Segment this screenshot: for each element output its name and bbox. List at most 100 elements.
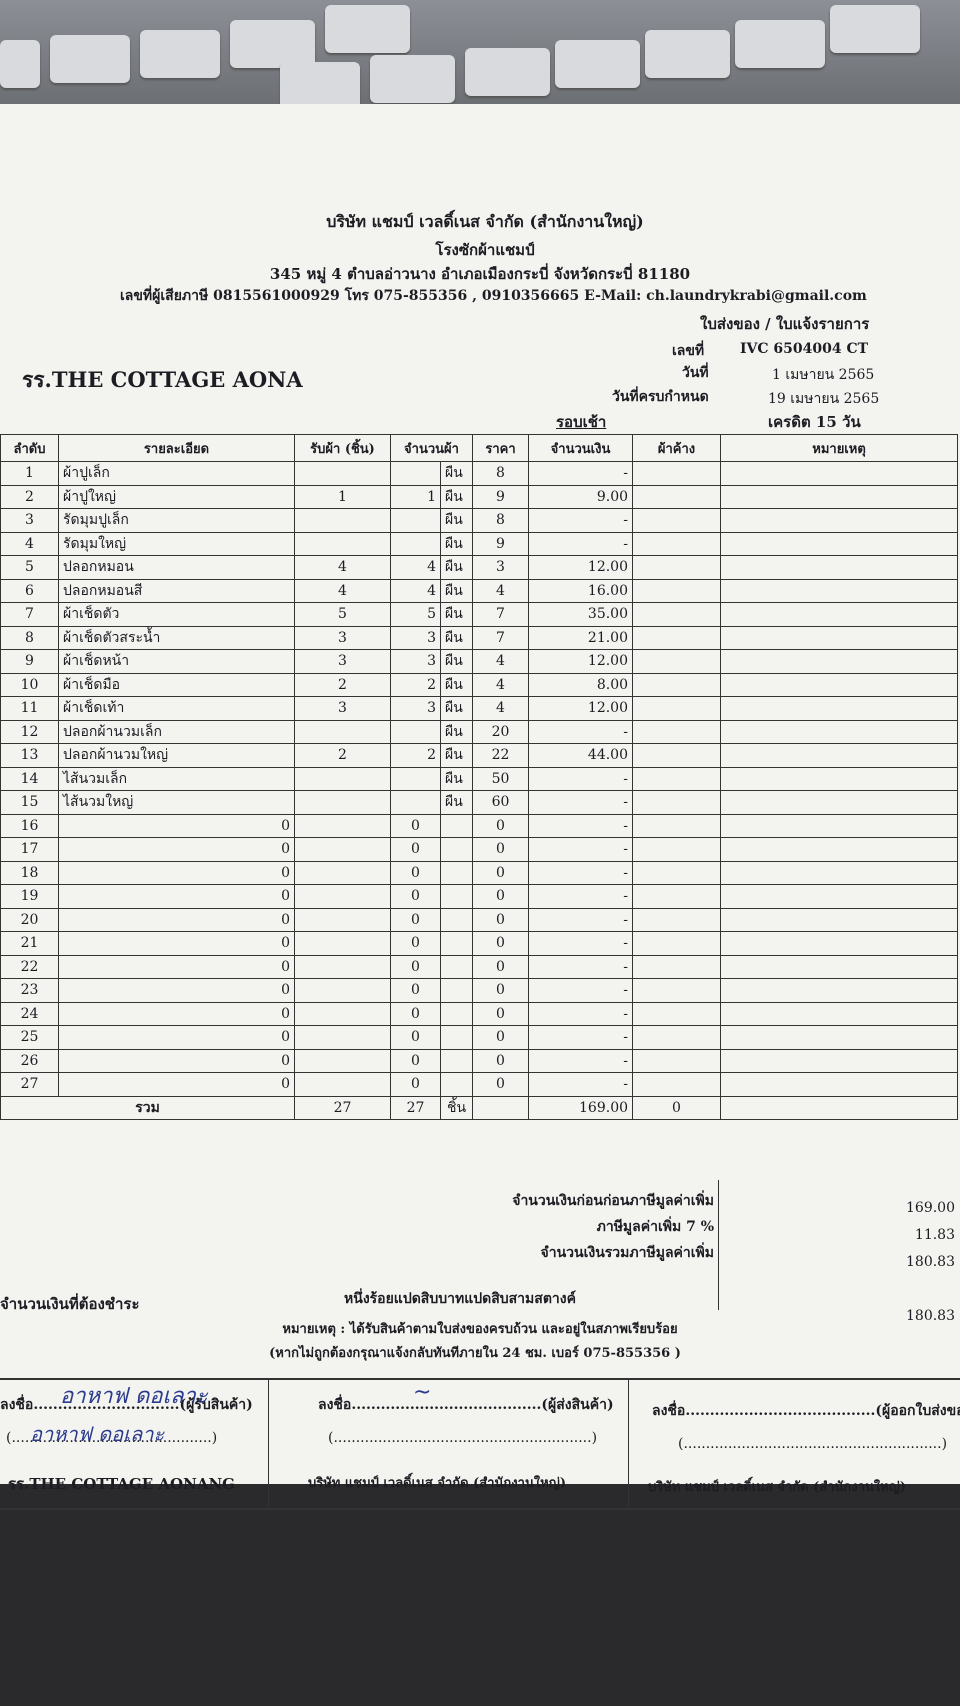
- cell: 5: [294, 602, 391, 627]
- cell: 0: [472, 884, 530, 909]
- cell: -: [528, 461, 634, 486]
- note: หมายเหตุ : ได้รับสินค้าตามใบส่งของครบถ้ว…: [282, 1322, 678, 1337]
- cell: [632, 484, 722, 509]
- cell: ผืน: [439, 484, 474, 509]
- cell: 44.00: [528, 743, 634, 768]
- cell: 0: [472, 1025, 530, 1050]
- total-qty: 27: [390, 1095, 441, 1120]
- cell: ผ้าเช็ดตัว: [58, 602, 295, 627]
- cell: [294, 508, 391, 533]
- cell: [632, 508, 722, 533]
- cell: 0: [390, 1025, 441, 1050]
- cell: [294, 860, 391, 885]
- cell: 0: [472, 837, 530, 862]
- table-body: 1 ผ้าปูเล็ก ผืน 8-2 ผ้าปูใหญ่ 1 1 ผืน 9 9.00 3 รัดม…: [0, 461, 958, 1120]
- cell: 12.00: [528, 555, 634, 580]
- cell: 0: [390, 931, 441, 956]
- table-row: 1 ผ้าปูเล็ก ผืน 8-: [0, 461, 958, 486]
- summary-value: 180.83: [906, 1254, 955, 1270]
- cell: 24: [0, 1001, 59, 1026]
- items-table: ลำดับ รายละเอียด รับผ้า (ชิ้น) จำนวนผ้า ราคา…: [0, 434, 958, 1120]
- cell: 0: [472, 978, 530, 1003]
- cell: ผืน: [439, 531, 474, 556]
- table-header: ลำดับ รายละเอียด รับผ้า (ชิ้น) จำนวนผ้า ราคา…: [0, 434, 958, 462]
- cell: [472, 1095, 530, 1120]
- payable-words: หนึ่งร้อยแปดสิบบาทแปดสิบสามสตางค์: [344, 1291, 576, 1307]
- cell: [720, 907, 958, 932]
- cell: [632, 954, 722, 979]
- cell: [632, 1025, 722, 1050]
- cell: [720, 461, 958, 486]
- divider: [718, 1180, 719, 1310]
- table-row: 16 0 0 0-: [0, 813, 958, 838]
- table-row: 20 0 0 0-: [0, 907, 958, 932]
- cell: [390, 719, 441, 744]
- cell: 9: [472, 484, 530, 509]
- cell: [294, 884, 391, 909]
- cell: [294, 1048, 391, 1073]
- cell: 0: [390, 860, 441, 885]
- cell: 0: [58, 1072, 295, 1097]
- cell: [294, 1001, 391, 1026]
- column-header: รับผ้า (ชิ้น): [294, 434, 391, 462]
- table-row: 26 0 0 0-: [0, 1048, 958, 1073]
- cell: 8: [472, 508, 530, 533]
- cell: 0: [472, 1072, 530, 1097]
- cell: [720, 1072, 958, 1097]
- cell: ผืน: [439, 578, 474, 603]
- cell: [720, 1001, 958, 1026]
- total-pending: 0: [632, 1095, 722, 1120]
- cell: 8: [472, 461, 530, 486]
- table-row: 25 0 0 0-: [0, 1025, 958, 1050]
- cell: [439, 884, 474, 909]
- cell: 12: [0, 719, 59, 744]
- cell: [632, 931, 722, 956]
- cell: [439, 837, 474, 862]
- cell: 3: [294, 649, 391, 674]
- cell: 0: [58, 954, 295, 979]
- cell: -: [528, 1048, 634, 1073]
- cell: 22: [472, 743, 530, 768]
- handwriting: อาหาฟ ดอเลาะ: [60, 1384, 208, 1409]
- cell: 4: [390, 555, 441, 580]
- address: 345 หมู่ 4 ตำบลอ่าวนาง อำเภอเมืองกระบี่ …: [269, 265, 691, 283]
- cell: [294, 766, 391, 791]
- cell: [294, 813, 391, 838]
- handwriting: ~: [413, 1380, 432, 1405]
- cell: 22: [0, 954, 59, 979]
- table-row: 5 ปลอกหมอน 4 4 ผืน 3 12.00: [0, 555, 958, 580]
- table-row: 11 ผ้าเช็ดเท้า 3 3 ผืน 4 12.00: [0, 696, 958, 721]
- cell: [632, 672, 722, 697]
- cell: 0: [390, 907, 441, 932]
- cell: ผ้าเช็ดหน้า: [58, 649, 295, 674]
- cell: 23: [0, 978, 59, 1003]
- cell: 0: [390, 1048, 441, 1073]
- cell: 20: [0, 907, 59, 932]
- cell: 0: [390, 837, 441, 862]
- cell: ผืน: [439, 649, 474, 674]
- cell: -: [528, 813, 634, 838]
- cell: [720, 1048, 958, 1073]
- cell: 4: [294, 555, 391, 580]
- cell: 4: [472, 578, 530, 603]
- cell: 0: [390, 978, 441, 1003]
- signature-box: ลงชื่อ..............................(ผู้…: [0, 1378, 269, 1510]
- company: บริษัท แชมป์ เวลดิ์เนส จำกัด (สำนักงานให…: [326, 212, 644, 231]
- cell: 3: [390, 696, 441, 721]
- cell: 9: [0, 649, 59, 674]
- cell: 3: [472, 555, 530, 580]
- sign-org: บริษัท แชมป์ เวลดิ์เนส จำกัด (สำนักงานให…: [648, 1480, 906, 1495]
- table-row: 3 รัดมุมปูเล็ก ผืน 8-: [0, 508, 958, 533]
- cell: [720, 484, 958, 509]
- cell: 4: [472, 696, 530, 721]
- cell: 26: [0, 1048, 59, 1073]
- cell: 15: [0, 790, 59, 815]
- cell: [439, 1001, 474, 1026]
- table-row: 9 ผ้าเช็ดหน้า 3 3 ผืน 4 12.00: [0, 649, 958, 674]
- sign-bracket: (.......................................…: [328, 1430, 598, 1446]
- cell: [720, 790, 958, 815]
- cell: [294, 954, 391, 979]
- cell: 12.00: [528, 696, 634, 721]
- cell: 0: [472, 931, 530, 956]
